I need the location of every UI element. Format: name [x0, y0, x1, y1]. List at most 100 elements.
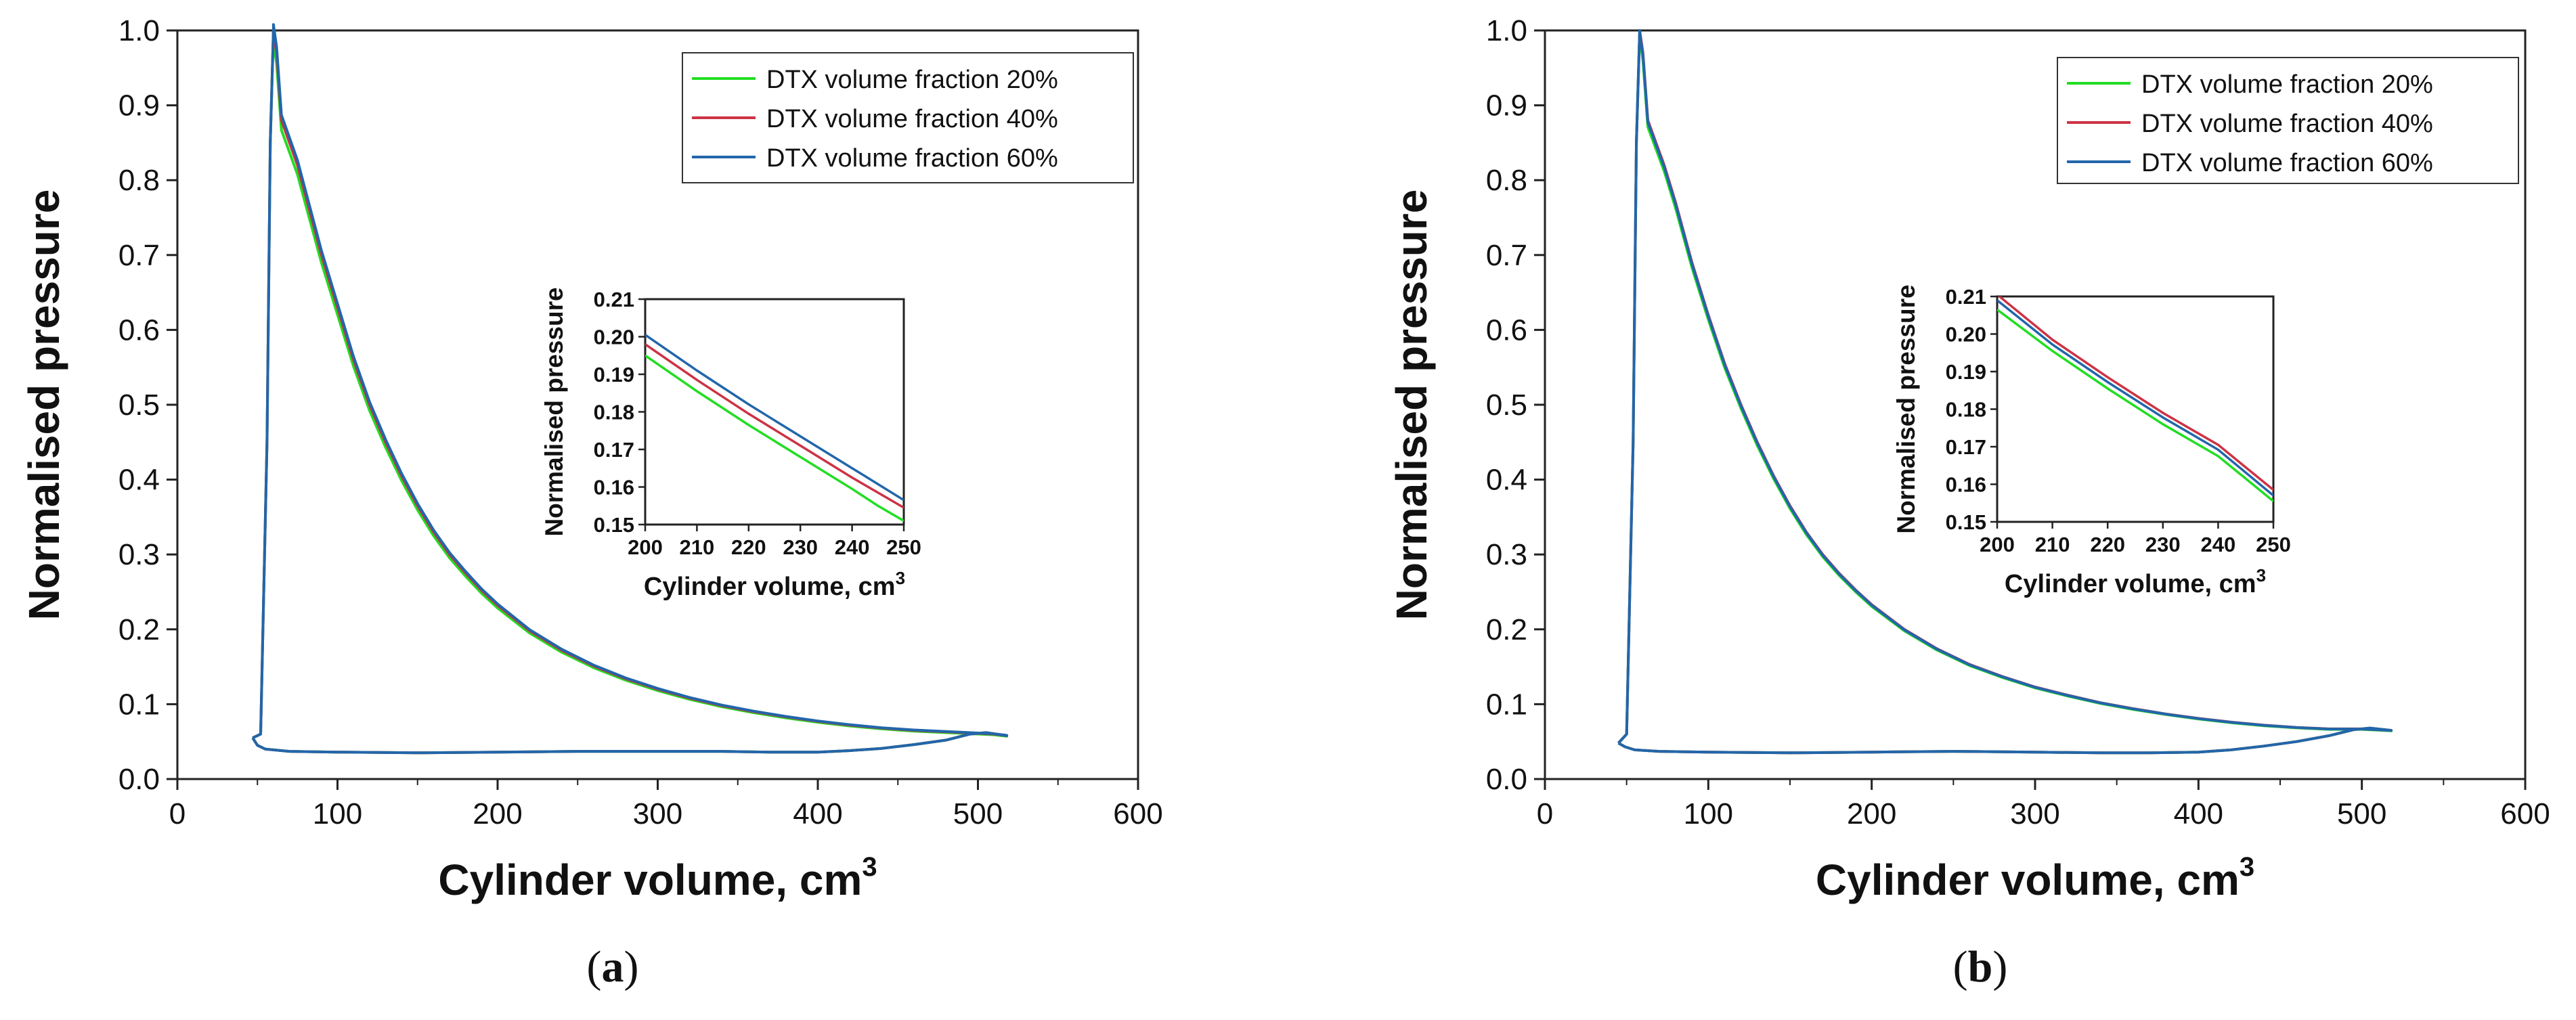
y-axis-label: Normalised pressure — [20, 190, 68, 621]
inset-y-tick-label: 0.16 — [1946, 473, 1986, 497]
y-tick-label: 0.0 — [1486, 763, 1527, 796]
inset-x-tick-label: 210 — [2035, 533, 2070, 556]
inset-x-axis-label: Cylinder volume, cm3 — [644, 568, 905, 601]
x-tick-label: 500 — [2337, 797, 2386, 830]
chart-panel-a: 0 100 200 300 400 500 600 0.0 0.1 0.2 0.3 0.4 0.5 0.6… — [20, 14, 1163, 992]
y-tick-label: 0.3 — [1486, 538, 1527, 571]
x-axis-label: Cylinder volume, cm3 — [438, 852, 877, 904]
inset-x-axis-label: Cylinder volume, cm3 — [2005, 565, 2266, 598]
panel-caption: (a) — [587, 942, 639, 992]
x-tick-label: 200 — [1847, 797, 1896, 830]
inset-chart: 200 210 220 230 240 250 0.15 0.16 0.17 0.18 0.19 0.… — [540, 287, 921, 601]
inset-y-tick-label: 0.19 — [594, 363, 634, 386]
inset-y-tick-label: 0.18 — [594, 401, 634, 424]
panel-caption: (b) — [1953, 942, 2008, 992]
inset-y-tick-label: 0.21 — [1946, 285, 1986, 309]
x-tick-label: 500 — [953, 797, 1003, 830]
y-tick-label: 0.9 — [1486, 89, 1527, 123]
x-axis-label-superscript: 3 — [862, 852, 877, 882]
inset-y-tick-label: 0.15 — [1946, 510, 1986, 534]
chart-panel-b: 0 100 200 300 400 500 600 0.0 0.1 0.2 0.3 0.4 0.5 0.6… — [1387, 14, 2550, 992]
x-tick-label: 600 — [2500, 797, 2550, 830]
inset-x-tick-label: 250 — [886, 535, 921, 559]
y-tick-label: 0.1 — [118, 688, 160, 721]
legend-box — [682, 52, 1134, 183]
y-tick-label: 0.6 — [1486, 313, 1527, 347]
inset-series-line-3 — [645, 334, 904, 502]
inset-series-line-2 — [645, 343, 904, 509]
y-tick-label: 1.0 — [1486, 14, 1527, 47]
x-tick-label: 300 — [633, 797, 682, 830]
panel-caption-letter: a — [602, 942, 624, 992]
inset-y-axis-label: Normalised pressure — [540, 287, 568, 536]
inset-series-line-1 — [1997, 308, 2273, 502]
inset-y-tick-label: 0.16 — [594, 476, 634, 500]
y-tick-label: 0.9 — [118, 89, 160, 123]
legend-entry: DTX volume fraction 60% — [766, 144, 1058, 173]
y-tick-label: 0.0 — [118, 763, 160, 796]
legend-entry: DTX volume fraction 20% — [2141, 70, 2433, 99]
y-tick-label: 0.8 — [1486, 164, 1527, 197]
inset-y-tick-label: 0.17 — [594, 438, 634, 462]
inset-x-tick-label: 240 — [835, 535, 870, 559]
inset-y-tick-label: 0.20 — [594, 326, 634, 349]
inset-x-tick-label: 200 — [628, 535, 663, 559]
x-tick-label: 300 — [2010, 797, 2059, 830]
inset-series-line-2 — [1997, 296, 2273, 491]
inset-x-axis-label-text: Cylinder volume, cm — [2005, 570, 2256, 598]
y-tick-label: 0.2 — [118, 613, 160, 646]
legend-entry: DTX volume fraction 40% — [2141, 110, 2433, 138]
inset-chart: 200 210 220 230 240 250 0.15 0.16 0.17 0.18 0.19 0.… — [1892, 284, 2291, 598]
x-axis-label: Cylinder volume, cm3 — [1816, 852, 2254, 904]
inset-y-tick-label: 0.18 — [1946, 398, 1986, 422]
inset-y-tick-label: 0.15 — [594, 513, 634, 537]
y-tick-label: 0.6 — [118, 313, 160, 347]
x-tick-label: 0 — [169, 797, 185, 830]
inset-x-tick-label: 230 — [2145, 533, 2181, 556]
y-tick-label: 0.8 — [118, 164, 160, 197]
inset-x-axis-label-text: Cylinder volume, cm — [644, 573, 896, 601]
inset-y-axis-label: Normalised pressure — [1892, 284, 1920, 533]
inset-x-tick-label: 230 — [783, 535, 818, 559]
inset-x-tick-label: 200 — [1980, 533, 2015, 556]
y-tick-label: 1.0 — [118, 14, 160, 47]
inset-x-tick-label: 210 — [680, 535, 715, 559]
x-axis-label-text: Cylinder volume, cm — [1816, 856, 2240, 904]
inset-y-tick-label: 0.20 — [1946, 323, 1986, 347]
inset-frame — [644, 298, 905, 526]
x-axis-label-superscript: 3 — [2240, 852, 2254, 882]
x-tick-label: 100 — [1684, 797, 1733, 830]
y-tick-label: 0.5 — [1486, 389, 1527, 422]
y-axis-label: Normalised pressure — [1387, 190, 1436, 621]
legend-box — [2057, 57, 2519, 184]
x-tick-label: 200 — [473, 797, 522, 830]
inset-x-tick-label: 240 — [2201, 533, 2236, 556]
x-tick-label: 0 — [1537, 797, 1553, 830]
inset-series-line-3 — [1997, 299, 2273, 497]
inset-x-tick-label: 250 — [2256, 533, 2291, 556]
panel-caption-letter: b — [1968, 942, 1993, 992]
inset-frame — [1996, 295, 2275, 523]
inset-x-tick-label: 220 — [731, 535, 766, 559]
legend-entry: DTX volume fraction 20% — [766, 66, 1058, 94]
y-tick-label: 0.4 — [118, 464, 160, 497]
series-line-3 — [1617, 29, 2393, 755]
x-tick-label: 400 — [793, 797, 842, 830]
inset-y-tick-label: 0.17 — [1946, 435, 1986, 459]
inset-x-axis-label-superscript: 3 — [2256, 565, 2266, 585]
x-tick-label: 400 — [2174, 797, 2223, 830]
x-tick-label: 600 — [1113, 797, 1162, 830]
inset-y-tick-label: 0.19 — [1946, 360, 1986, 384]
x-axis-label-text: Cylinder volume, cm — [438, 856, 862, 904]
y-tick-label: 0.7 — [118, 239, 160, 272]
y-tick-label: 0.7 — [1486, 239, 1527, 272]
inset-series-line-1 — [645, 354, 904, 523]
y-tick-label: 0.4 — [1486, 464, 1527, 497]
series-line-3 — [251, 23, 1009, 755]
inset-y-tick-label: 0.21 — [594, 288, 634, 311]
y-tick-label: 0.3 — [118, 538, 160, 571]
inset-x-axis-label-superscript: 3 — [896, 568, 905, 588]
inset-x-tick-label: 220 — [2090, 533, 2125, 556]
legend-entry: DTX volume fraction 40% — [766, 105, 1058, 133]
